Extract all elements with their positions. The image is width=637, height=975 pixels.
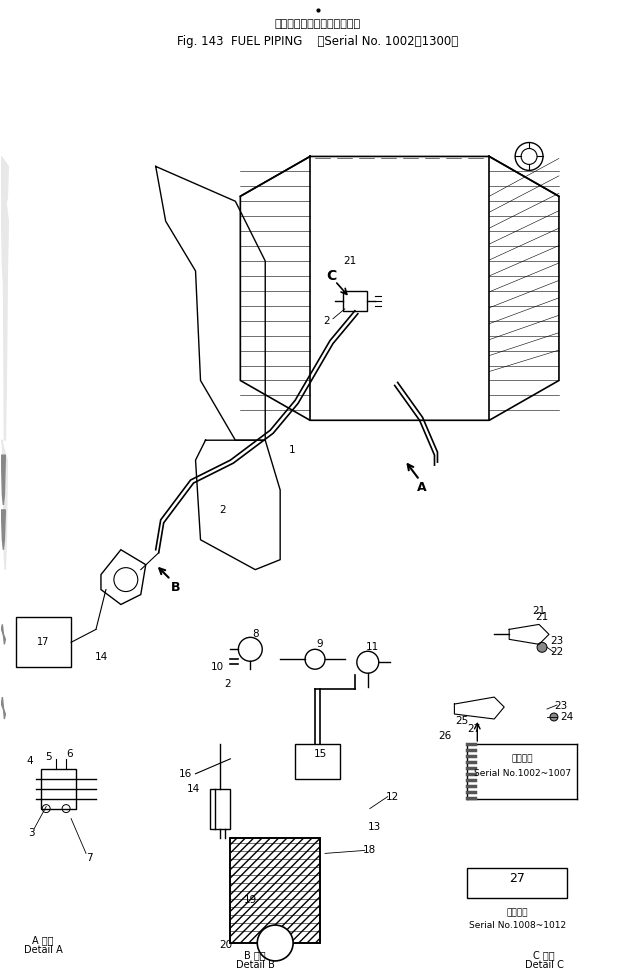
Text: 26: 26 <box>438 731 451 741</box>
Text: 15: 15 <box>313 749 327 759</box>
Text: フェルパイピング（適用号機: フェルパイピング（適用号機 <box>275 20 361 29</box>
Polygon shape <box>1 196 8 281</box>
Text: 適用号機: 適用号機 <box>506 909 528 917</box>
Text: 21: 21 <box>533 606 546 616</box>
Text: 16: 16 <box>179 768 192 779</box>
Text: Detail C: Detail C <box>525 960 564 970</box>
Text: 18: 18 <box>363 845 376 855</box>
Text: 2: 2 <box>324 316 330 326</box>
Text: 適用号機: 適用号機 <box>512 755 533 763</box>
Text: 12: 12 <box>386 792 399 801</box>
Text: 7: 7 <box>86 853 92 864</box>
Text: C 詳細: C 詳細 <box>533 950 555 960</box>
Text: 6: 6 <box>66 749 73 759</box>
Text: 27: 27 <box>468 724 481 734</box>
Text: Detail A: Detail A <box>24 945 62 955</box>
Circle shape <box>550 713 558 721</box>
Text: B 詳細: B 詳細 <box>245 950 266 960</box>
Text: 13: 13 <box>368 822 382 832</box>
Circle shape <box>257 925 293 961</box>
Circle shape <box>537 643 547 652</box>
Text: 17: 17 <box>37 638 50 647</box>
Text: 21: 21 <box>343 256 357 266</box>
Text: 27: 27 <box>509 872 525 884</box>
Bar <box>343 291 367 311</box>
Bar <box>41 768 76 808</box>
Bar <box>210 789 231 829</box>
Text: 3: 3 <box>28 829 34 838</box>
Text: 5: 5 <box>45 752 52 761</box>
Text: 20: 20 <box>219 940 232 950</box>
Text: 1: 1 <box>289 446 296 455</box>
Text: 22: 22 <box>550 647 564 657</box>
Text: 2: 2 <box>224 680 231 689</box>
Text: 23: 23 <box>554 701 568 711</box>
Text: Serial No.1008~1012: Serial No.1008~1012 <box>469 920 566 929</box>
Bar <box>468 869 567 898</box>
Text: Detail B: Detail B <box>236 960 275 970</box>
Bar <box>17 617 71 667</box>
Polygon shape <box>1 455 5 505</box>
Polygon shape <box>1 510 5 550</box>
Bar <box>231 838 320 943</box>
Bar <box>295 744 340 779</box>
Text: C: C <box>326 269 336 283</box>
Text: 11: 11 <box>366 643 380 652</box>
Text: 4: 4 <box>26 756 32 765</box>
Text: B: B <box>171 581 180 594</box>
Polygon shape <box>1 697 5 719</box>
Polygon shape <box>1 167 8 440</box>
Polygon shape <box>1 156 8 266</box>
Text: Serial No.1002~1007: Serial No.1002~1007 <box>473 769 571 778</box>
Text: A 詳細: A 詳細 <box>32 935 54 945</box>
Text: 21: 21 <box>535 612 548 622</box>
Text: 9: 9 <box>317 640 324 649</box>
Text: 14: 14 <box>187 784 201 794</box>
Text: 23: 23 <box>550 637 564 646</box>
Polygon shape <box>1 624 5 644</box>
Text: 2: 2 <box>219 505 225 515</box>
Polygon shape <box>1 440 8 569</box>
Text: 24: 24 <box>561 712 573 722</box>
Text: Fig. 143  FUEL PIPING    （Serial No. 1002～1300）: Fig. 143 FUEL PIPING （Serial No. 1002～13… <box>177 35 459 49</box>
Text: 10: 10 <box>211 662 224 672</box>
Text: 25: 25 <box>455 716 469 726</box>
Text: 8: 8 <box>252 629 259 640</box>
Text: 19: 19 <box>244 895 257 905</box>
Text: 14: 14 <box>94 652 108 662</box>
Text: A: A <box>417 482 426 494</box>
